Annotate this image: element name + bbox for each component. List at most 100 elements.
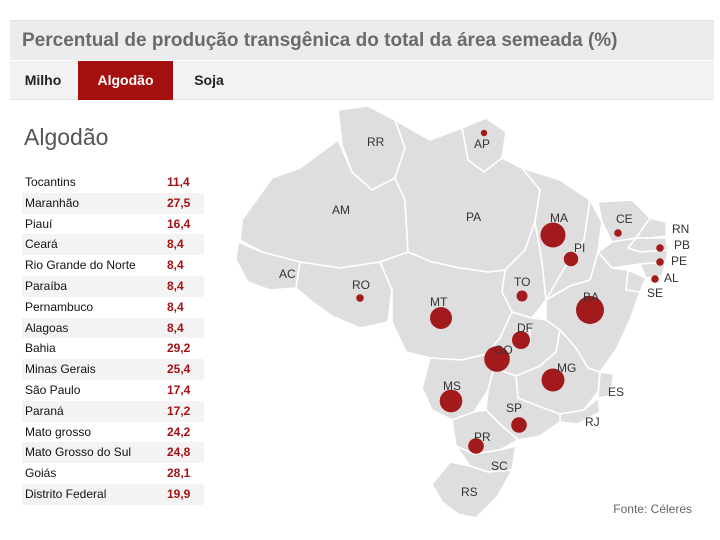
state-label-ma: MA <box>550 211 568 225</box>
row-label: Mato grosso <box>25 424 92 439</box>
row-value: 24,8 <box>167 445 191 460</box>
bubble-ms <box>439 389 463 413</box>
table-row: Minas Gerais 25,4 <box>22 359 204 380</box>
row-label: Goiás <box>25 466 57 481</box>
row-value: 28,1 <box>167 466 191 481</box>
row-value: 8,4 <box>167 320 184 335</box>
table-row: Ceará 8,4 <box>22 234 204 256</box>
state-label-pr: PR <box>474 430 491 444</box>
state-label-se: SE <box>647 286 663 300</box>
state-shape-rs <box>431 461 513 519</box>
tab-algodao[interactable]: Algodão <box>78 61 173 100</box>
state-shape-es <box>597 371 615 399</box>
tab-milho[interactable]: Milho <box>24 72 62 88</box>
row-label: Bahia <box>25 341 56 356</box>
state-label-pb: PB <box>674 238 690 252</box>
page-title: Percentual de produção transgênica do to… <box>22 30 618 51</box>
table-row: Paraíba 8,4 <box>22 275 204 297</box>
state-label-ap: AP <box>474 137 490 151</box>
row-label: Mato Grosso do Sul <box>25 445 132 460</box>
state-label-to: TO <box>514 275 530 289</box>
row-label: São Paulo <box>25 382 81 397</box>
row-label: Pernambuco <box>25 299 94 314</box>
row-value: 17,2 <box>167 403 191 418</box>
row-label: Maranhão <box>25 195 80 210</box>
bubble-go <box>484 346 510 372</box>
bubble-layer <box>356 129 664 454</box>
state-label-df: DF <box>517 321 533 335</box>
state-label-pe: PE <box>671 254 687 268</box>
state-label-pa: PA <box>466 210 481 224</box>
bubble-df <box>512 331 530 349</box>
row-value: 8,4 <box>167 299 184 314</box>
state-shape-ac <box>235 241 301 291</box>
table-row: Paraná 17,2 <box>22 400 204 422</box>
state-shape-se <box>625 269 647 293</box>
row-value: 8,4 <box>167 278 184 293</box>
bubble-ma <box>540 222 566 248</box>
table-row: Piauí 16,4 <box>22 214 204 235</box>
state-label-ac: AC <box>279 267 296 281</box>
bubble-ce <box>614 229 622 237</box>
state-label-mt: MT <box>430 295 448 309</box>
tab-soja[interactable]: Soja <box>194 72 224 88</box>
table-row: Mato Grosso do Sul 24,8 <box>22 442 204 464</box>
table-row: Goiás 28,1 <box>22 463 204 484</box>
state-label-rn: RN <box>672 222 689 236</box>
row-label: Paraíba <box>25 278 68 293</box>
state-shape-ro <box>295 261 393 329</box>
row-value: 24,2 <box>167 424 191 439</box>
row-label: Distrito Federal <box>25 486 107 501</box>
bubble-mg <box>541 368 565 392</box>
table-row: Maranhão 27,5 <box>22 192 204 214</box>
row-label: Minas Gerais <box>25 362 96 377</box>
state-label-mg: MG <box>557 361 576 375</box>
row-value: 11,4 <box>167 175 190 189</box>
state-label-go: GO <box>494 343 513 357</box>
state-label-rr: RR <box>367 135 385 149</box>
table-row: Mato grosso 24,2 <box>22 422 204 443</box>
row-value: 19,9 <box>167 486 191 501</box>
brazil-map: RR AP AM PA MA CE RN PB PE AL SE PI AC R… <box>235 105 690 519</box>
state-labels: RR AP AM PA MA CE RN PB PE AL SE PI AC R… <box>279 135 690 499</box>
header-bar: Percentual de produção transgênica do to… <box>10 20 714 60</box>
bubble-ap <box>480 129 488 137</box>
row-value: 8,4 <box>167 258 184 273</box>
state-label-ro: RO <box>352 278 370 292</box>
state-label-al: AL <box>664 271 679 285</box>
row-label: Tocantins <box>25 175 76 189</box>
state-shape-rn <box>635 217 667 239</box>
row-label: Paraná <box>25 403 64 418</box>
state-label-sp: SP <box>506 401 522 415</box>
row-label: Piauí <box>25 216 53 231</box>
table-row: Rio Grande do Norte 8,4 <box>22 255 204 276</box>
row-label: Alagoas <box>25 320 69 335</box>
bubble-pi <box>563 251 579 267</box>
state-label-rj: RJ <box>585 415 600 429</box>
bubble-rn <box>656 244 664 252</box>
table-row: Tocantins 11,4 <box>22 172 204 193</box>
state-label-es: ES <box>608 385 624 399</box>
bubble-sp <box>511 417 527 433</box>
panel-title: Algodão <box>24 124 109 150</box>
bubble-al <box>651 275 659 283</box>
table-row: Distrito Federal 19,9 <box>22 483 204 505</box>
source-note: Fonte: Céleres <box>613 502 692 516</box>
state-label-pi: PI <box>574 241 585 255</box>
table-row: Pernambuco 8,4 <box>22 297 204 318</box>
table-row: Bahia 29,2 <box>22 338 204 359</box>
row-label: Ceará <box>25 237 58 252</box>
tab-bar: Milho Algodão Soja <box>10 61 714 100</box>
bubble-ro <box>356 294 364 302</box>
row-value: 25,4 <box>167 362 191 377</box>
row-label: Rio Grande do Norte <box>25 258 136 273</box>
bubble-ba <box>576 296 604 324</box>
state-label-am: AM <box>332 203 350 217</box>
table-row: Alagoas 8,4 <box>22 317 204 339</box>
row-value: 16,4 <box>167 216 191 231</box>
state-label-ba: BA <box>583 290 599 304</box>
row-value: 29,2 <box>167 341 191 356</box>
state-label-ms: MS <box>443 379 461 393</box>
bubble-pr <box>468 438 484 454</box>
table-row: São Paulo 17,4 <box>22 380 204 401</box>
